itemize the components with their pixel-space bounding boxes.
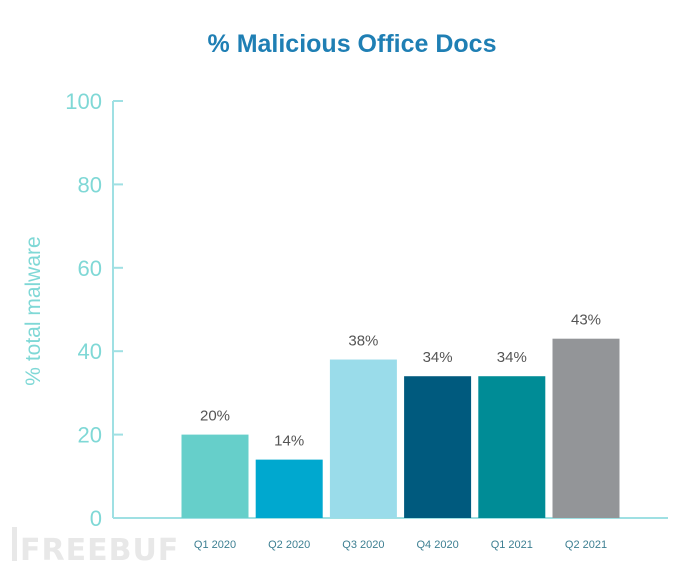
data-labels: 20% 14% 38% 34% 34% 43% [200,312,601,450]
bar [404,376,472,518]
y-tick-label: 0 [90,506,102,531]
y-tick-label: 20 [78,423,102,448]
y-tick-label: 100 [65,89,102,114]
x-tick-label: Q3 2020 [342,539,384,551]
x-tick-label: Q1 2020 [194,539,236,551]
bars [181,338,620,518]
x-tick-label: Q1 2021 [491,539,533,551]
x-tick-label: Q4 2020 [416,539,458,551]
x-tick-label: Q2 2021 [565,539,607,551]
chart-title: % Malicious Office Docs [208,30,497,58]
data-label: 43% [571,312,601,329]
data-label: 38% [348,333,378,350]
data-label: 34% [497,349,527,366]
data-label: 34% [423,349,453,366]
y-tick-label: 80 [78,172,102,197]
bar [255,459,323,518]
data-label: 14% [274,433,304,450]
watermark-bar-icon [12,527,17,561]
x-tick-labels: Q1 2020 Q2 2020 Q3 2020 Q4 2020 Q1 2021 Q2 20… [194,539,607,551]
y-axis-label: % total malware [22,236,45,385]
watermark-logo: FREEBUF [12,527,179,568]
bar [329,359,397,518]
data-label: 20% [200,408,230,425]
x-tick-label: Q2 2020 [268,539,310,551]
bar [478,376,546,518]
bar [181,434,249,518]
y-tick-label: 60 [78,256,102,281]
y-tick-labels: 0 20 40 60 80 100 [65,89,102,531]
bar [552,338,620,518]
watermark-text: FREEBUF [20,533,179,568]
y-tick-label: 40 [78,339,102,364]
